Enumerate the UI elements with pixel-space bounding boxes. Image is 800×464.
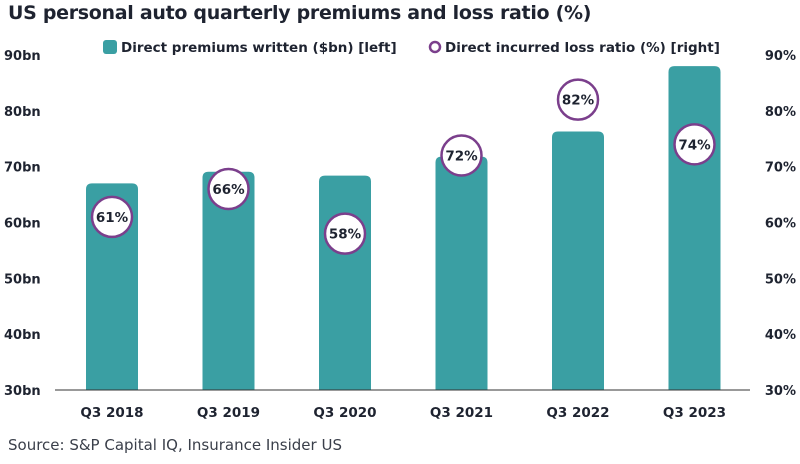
bar-premiums [435, 156, 488, 390]
chart-title: US personal auto quarterly premiums and … [8, 2, 592, 24]
loss-ratio-label: 82% [562, 93, 595, 109]
right-tick-label: 40% [765, 328, 796, 343]
left-tick-label: 60bn [4, 217, 41, 232]
loss-ratio-markers: 61% 66% 58% 72% 82% 74% [90, 78, 716, 255]
source-note: Source: S&P Capital IQ, Insurance Inside… [8, 436, 342, 454]
left-axis: 90bn 80bn 70bn 60bn 50bn 40bn 30bn [4, 49, 41, 399]
x-tick-label: Q3 2019 [197, 405, 260, 421]
bar-premiums [86, 183, 138, 390]
loss-ratio-marker [556, 78, 600, 121]
left-tick-label: 80bn [4, 105, 41, 120]
loss-ratio-marker [673, 123, 716, 166]
loss-ratio-marker [90, 195, 134, 239]
left-tick-label: 90bn [4, 49, 41, 64]
x-axis: Q3 2018 Q3 2019 Q3 2020 Q3 2021 Q3 2022 Q3 20… [80, 405, 726, 421]
loss-ratio-label: 72% [445, 149, 478, 165]
right-tick-label: 50% [765, 272, 796, 287]
left-tick-label: 50bn [4, 272, 41, 287]
legend: Direct premiums written ($bn) [left] Dir… [103, 40, 720, 56]
bar-premiums [668, 66, 721, 391]
x-tick-label: Q3 2020 [313, 405, 376, 421]
right-tick-label: 80% [765, 105, 796, 120]
right-axis: 90% 80% 70% 60% 50% 40% 30% [765, 49, 796, 399]
x-tick-label: Q3 2022 [546, 405, 609, 421]
right-tick-label: 30% [765, 384, 796, 399]
left-tick-label: 70bn [4, 161, 41, 176]
x-tick-label: Q3 2018 [80, 405, 143, 421]
x-tick-label: Q3 2021 [430, 405, 493, 421]
legend-label-premiums: Direct premiums written ($bn) [left] [121, 40, 397, 56]
loss-ratio-label: 74% [678, 137, 711, 153]
legend-label-loss-ratio: Direct incurred loss ratio (%) [right] [445, 40, 720, 56]
left-tick-label: 30bn [4, 384, 41, 399]
right-tick-label: 60% [765, 217, 796, 232]
right-tick-label: 70% [765, 161, 796, 176]
right-tick-label: 90% [765, 49, 796, 64]
loss-ratio-marker [323, 212, 367, 255]
loss-ratio-marker [440, 134, 483, 177]
loss-ratio-label: 58% [329, 227, 362, 243]
loss-ratio-marker [207, 167, 250, 211]
legend-swatch-premiums [103, 40, 117, 54]
left-tick-label: 40bn [4, 328, 41, 343]
loss-ratio-label: 61% [96, 210, 129, 226]
x-tick-label: Q3 2023 [663, 405, 726, 421]
bar-premiums [319, 175, 371, 390]
loss-ratio-label: 66% [212, 182, 245, 198]
bars [86, 66, 721, 391]
bar-premiums [202, 171, 255, 390]
bar-premiums [552, 131, 604, 390]
legend-marker-loss-ratio [428, 40, 442, 54]
